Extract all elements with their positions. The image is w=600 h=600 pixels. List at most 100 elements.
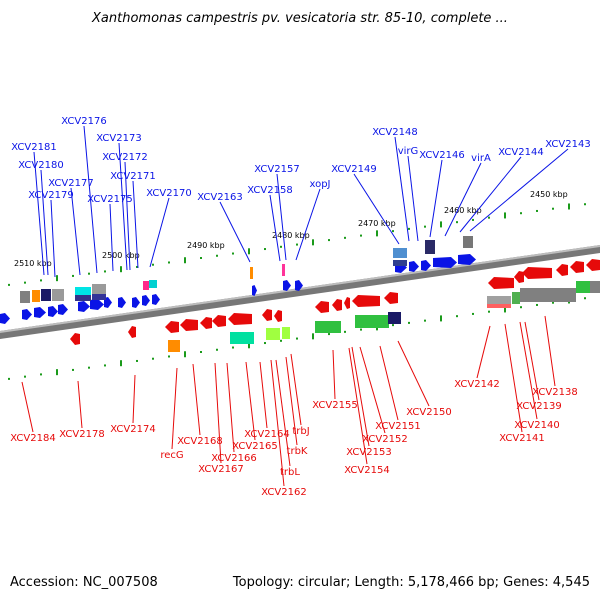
leader-line	[171, 367, 178, 450]
leader-line	[70, 187, 81, 276]
gene-label: XCV2158	[247, 185, 292, 196]
leader-line	[519, 321, 538, 420]
gene-label: XCV2173	[96, 133, 141, 144]
leader-line	[295, 188, 321, 261]
scale-tick-upper	[168, 261, 170, 264]
scale-tick-lower	[40, 373, 42, 376]
forward-gene-arrow	[48, 306, 58, 317]
leader-line	[544, 315, 556, 387]
forward-gene-arrow	[34, 307, 46, 318]
leader-line	[132, 374, 136, 424]
reverse-gene-arrow	[315, 301, 329, 313]
gene-label: XCV2153	[346, 447, 391, 458]
forward-gene-arrow	[252, 285, 257, 296]
scale-tick-lower	[536, 303, 538, 306]
gene-label: XCV2178	[59, 429, 104, 440]
reverse-gene-arrow	[165, 321, 179, 333]
reverse-gene-arrow	[70, 333, 80, 345]
scale-tick-upper	[184, 257, 186, 264]
leader-line	[469, 148, 569, 232]
scale-tick-lower	[248, 342, 250, 349]
feature-block	[75, 287, 91, 295]
leader-line	[275, 359, 291, 467]
reverse-gene-arrow	[586, 259, 600, 271]
leader-line	[353, 173, 400, 245]
scale-tick-lower	[296, 337, 298, 340]
scale-tick-lower	[8, 377, 10, 380]
forward-gene-arrow	[22, 309, 32, 320]
reverse-gene-arrow	[556, 264, 568, 276]
reverse-gene-arrow	[332, 299, 342, 311]
reverse-gene-arrow	[384, 292, 398, 304]
gene-label: XCV2154	[344, 465, 389, 476]
feature-block	[425, 240, 435, 254]
scale-tick-upper	[552, 207, 554, 210]
reverse-gene-arrow	[488, 277, 514, 289]
forward-gene-arrow	[458, 254, 476, 265]
leader-line	[332, 349, 336, 400]
scale-tick-lower	[72, 368, 74, 371]
gene-label: XCV2168	[177, 436, 222, 447]
scale-tick-lower	[408, 321, 410, 324]
leader-line	[149, 197, 170, 268]
scale-tick-lower	[24, 375, 26, 378]
scale-tick-lower	[456, 315, 458, 318]
feature-block	[487, 304, 511, 308]
feature-block	[75, 295, 91, 301]
feature-block	[576, 281, 590, 293]
gene-label: XCV2150	[406, 407, 451, 418]
feature-block	[92, 284, 106, 294]
scale-tick-lower	[328, 333, 330, 336]
forward-gene-arrow	[433, 257, 457, 268]
leader-line	[132, 180, 139, 269]
scale-tick-upper	[8, 283, 10, 286]
scale-tick-lower	[200, 351, 202, 353]
scale-tick-upper	[120, 266, 122, 273]
scale-label: 2450 kbp	[530, 190, 568, 199]
scale-tick-lower	[216, 348, 218, 351]
forward-gene-arrow	[409, 261, 419, 272]
feature-block	[266, 328, 280, 340]
forward-gene-arrow	[78, 301, 90, 312]
reverse-gene-arrow	[180, 319, 198, 331]
scale-tick-lower	[280, 339, 282, 342]
scale-tick-upper	[488, 216, 490, 219]
scale-tick-lower	[56, 369, 58, 376]
leader-line	[348, 347, 368, 465]
forward-gene-arrow	[283, 280, 291, 291]
leader-line	[407, 155, 419, 242]
feature-block	[20, 291, 30, 303]
gene-label: XCV2144	[498, 147, 543, 158]
reverse-gene-arrow	[128, 326, 136, 338]
forward-gene-arrow	[118, 297, 126, 308]
feature-block	[41, 289, 51, 301]
reverse-gene-arrow	[274, 310, 282, 322]
feature-block	[282, 264, 285, 276]
leader-line	[397, 340, 430, 407]
scale-tick-upper	[248, 248, 250, 255]
leader-line	[124, 161, 131, 271]
reverse-gene-arrow	[344, 297, 350, 309]
forward-gene-arrow	[142, 295, 150, 306]
leader-line	[290, 353, 302, 426]
scale-tick-upper	[200, 257, 202, 259]
leader-line	[394, 136, 410, 242]
leader-line	[476, 325, 491, 379]
feature-block	[282, 327, 290, 339]
gene-label: XCV2174	[110, 424, 155, 435]
feature-layer	[0, 236, 600, 352]
gene-label: XCV2148	[372, 127, 417, 138]
scale-tick-lower	[344, 330, 346, 333]
scale-tick-upper	[424, 225, 426, 228]
gene-label: xopJ	[309, 179, 330, 190]
gene-label: virA	[471, 153, 491, 164]
feature-block	[315, 321, 341, 333]
reverse-gene-arrow	[200, 317, 212, 329]
scale-label: 2480 kbp	[272, 231, 310, 240]
forward-gene-arrow	[90, 299, 104, 310]
scale-label: 2470 kbp	[358, 219, 396, 228]
gene-label: trbL	[280, 467, 300, 478]
gene-label: XCV2152	[362, 434, 407, 445]
leader-line	[40, 169, 49, 276]
scale-tick-upper	[72, 274, 74, 277]
